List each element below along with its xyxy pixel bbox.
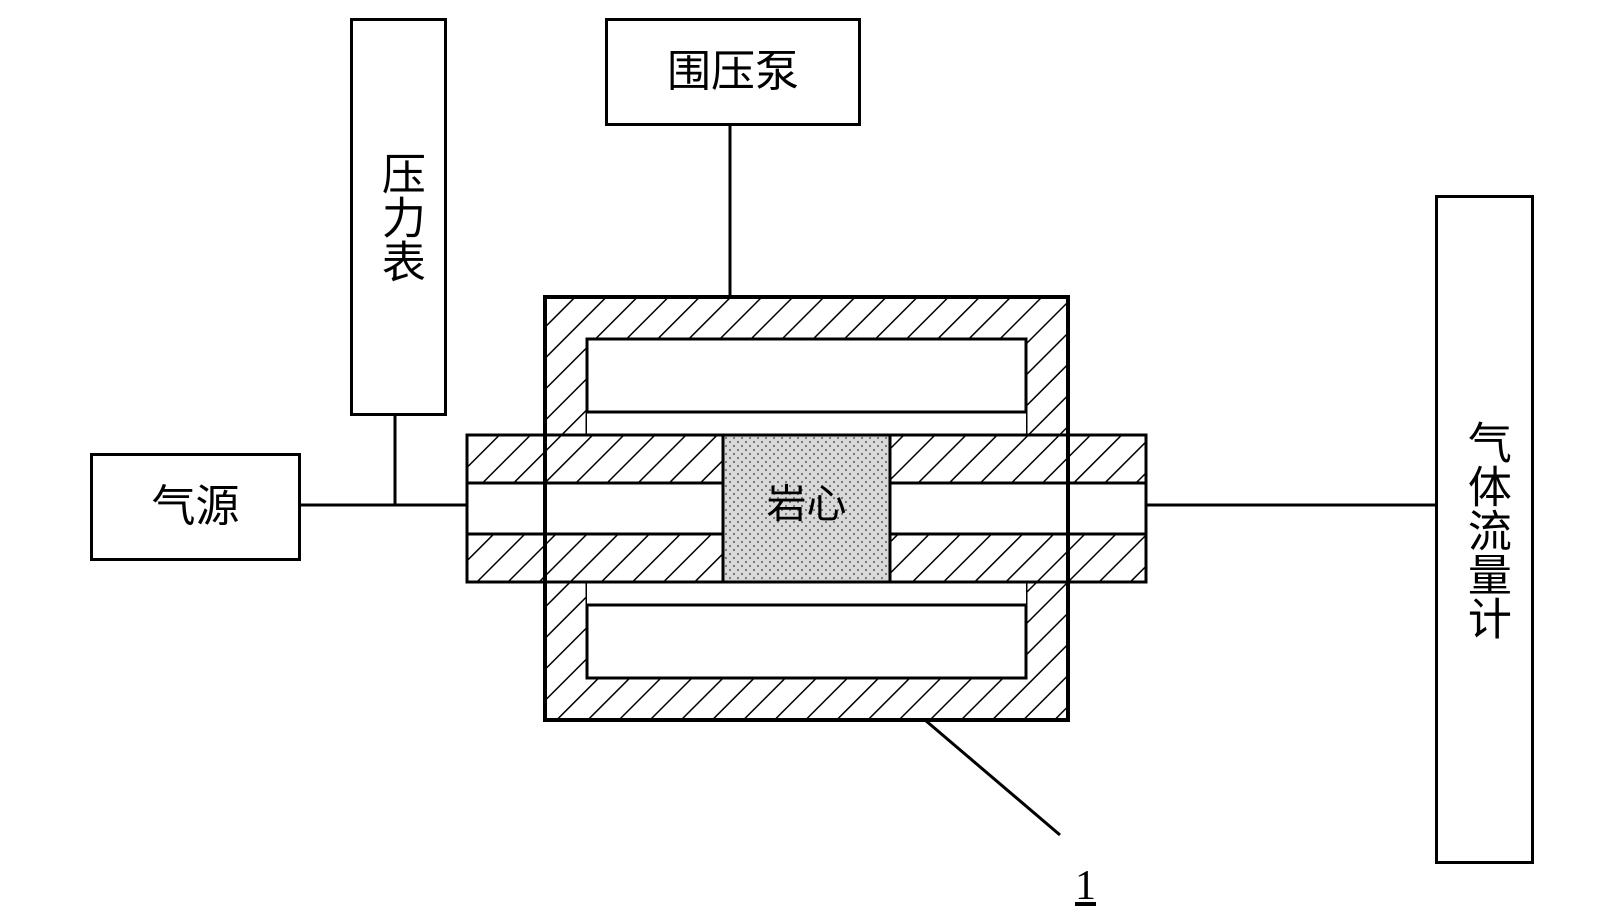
- confining-pump-box: 围压泵: [605, 18, 861, 126]
- confining-pump-label: 围压泵: [667, 46, 799, 99]
- gas-source-box: 气源: [90, 453, 301, 561]
- pressure-gauge-label: 压力表: [372, 151, 425, 283]
- gas-flow-meter-box: 气体流量计: [1435, 195, 1534, 864]
- callout-leader: [925, 720, 1060, 835]
- core-label: 岩心: [767, 482, 847, 527]
- pressure-gauge-box: 压力表: [350, 18, 447, 416]
- gas-flow-meter-label: 气体流量计: [1458, 420, 1511, 640]
- callout-number: 1: [1075, 862, 1096, 910]
- gas-source-label: 气源: [152, 481, 240, 534]
